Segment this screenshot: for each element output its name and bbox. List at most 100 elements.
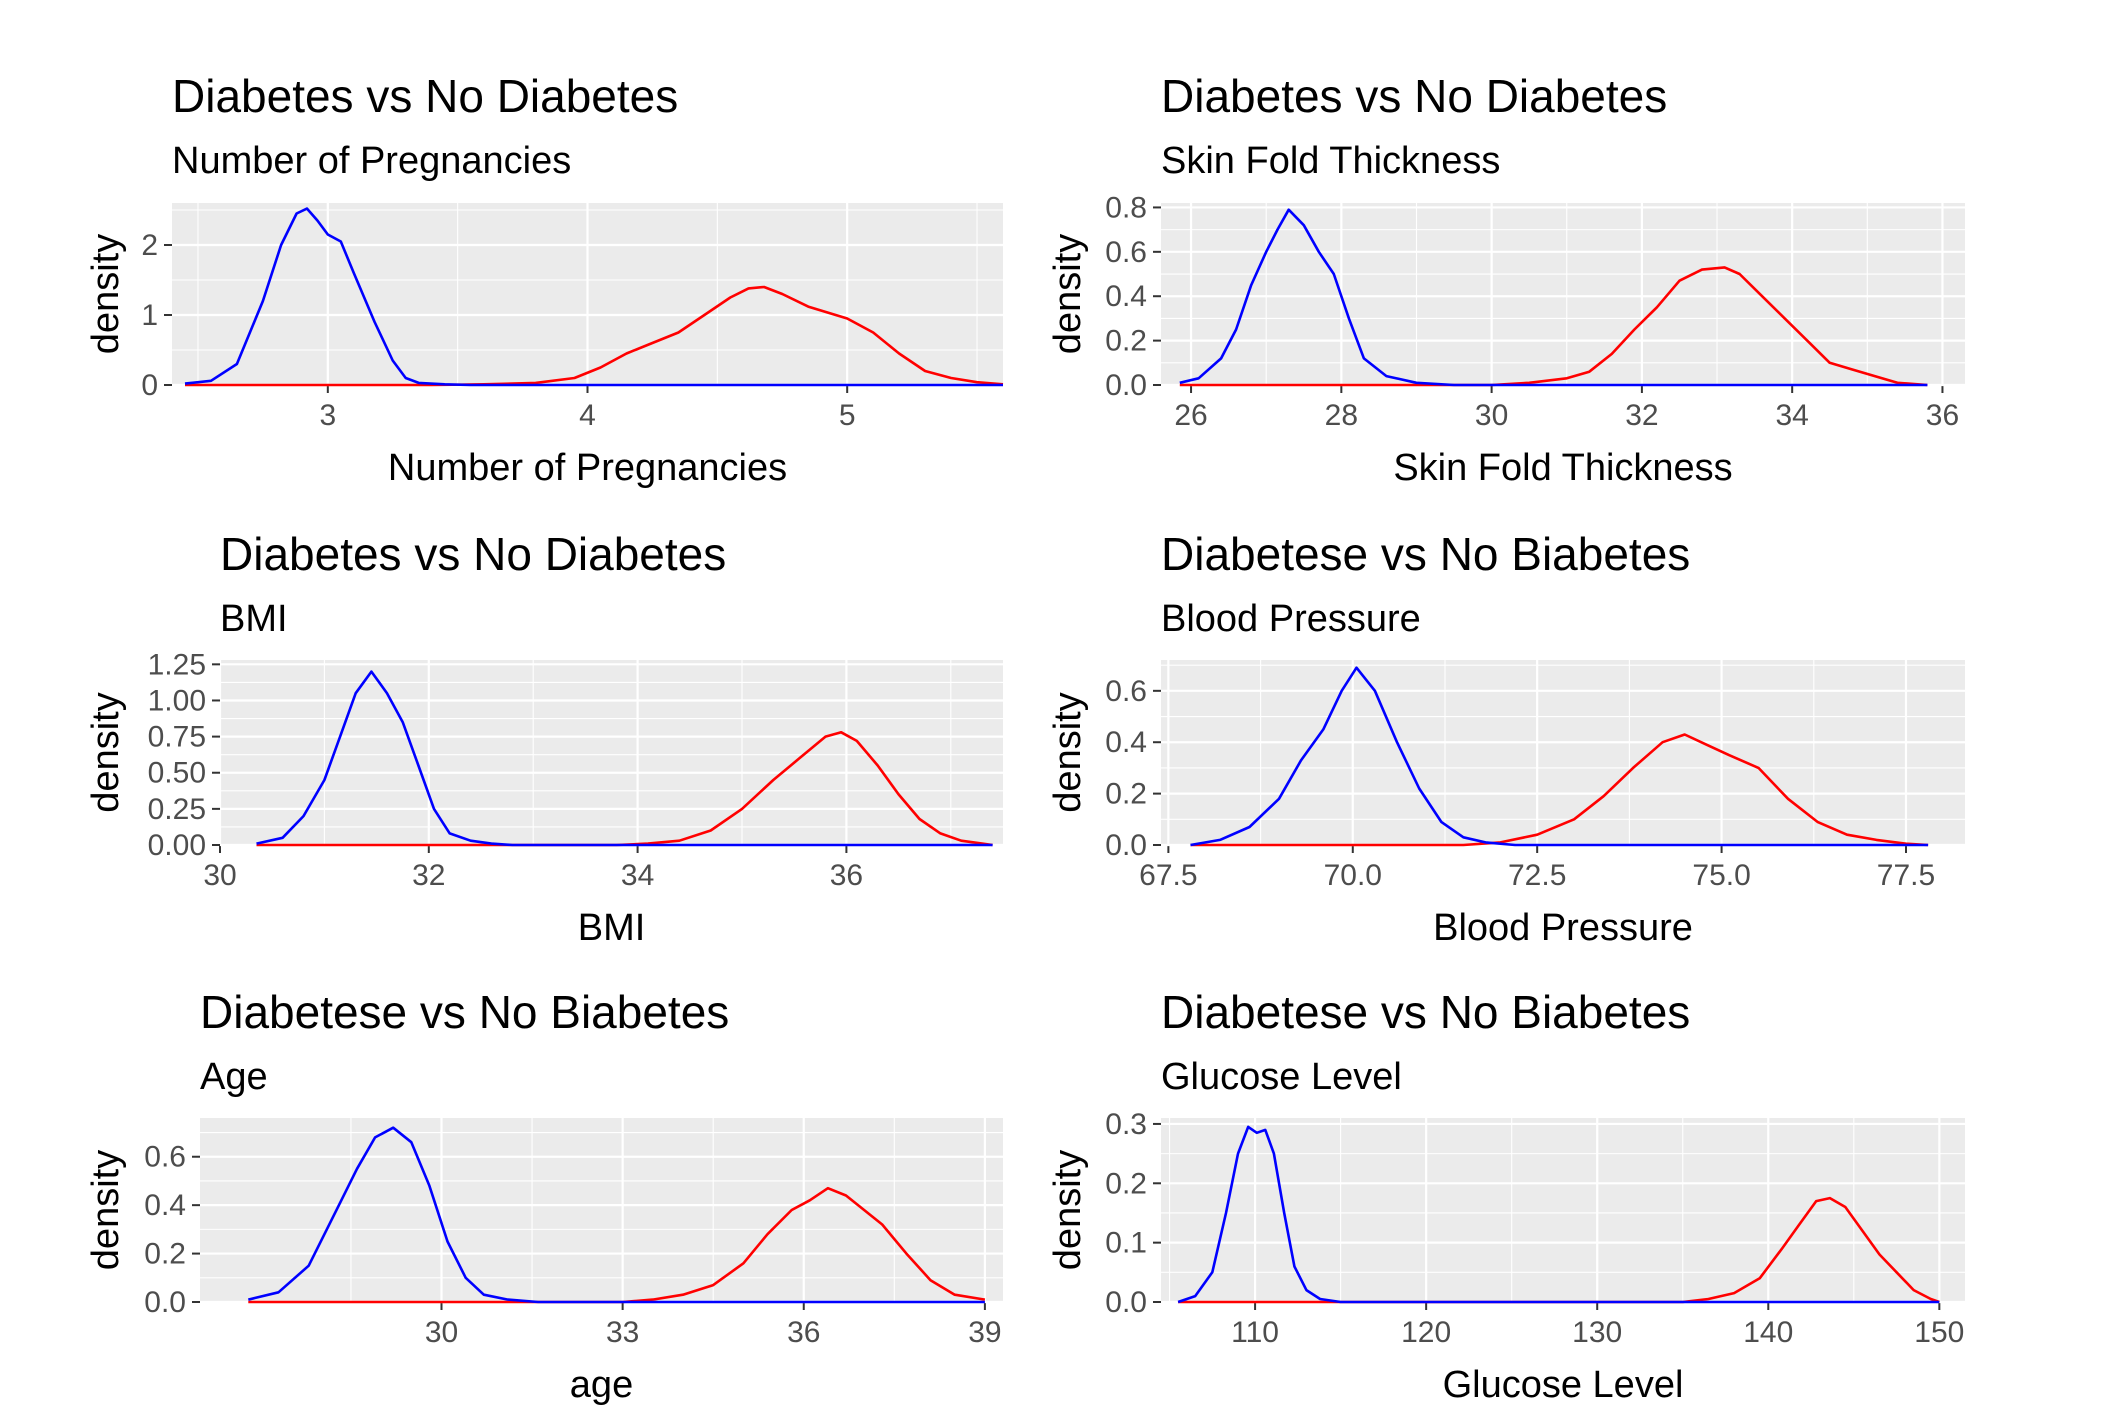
plot-subtitle: Number of Pregnancies — [172, 140, 571, 182]
x-tick-label: 26 — [1174, 399, 1207, 432]
y-axis-title: density — [1047, 1150, 1089, 1270]
y-tick-label: 0.4 — [1105, 726, 1147, 759]
y-tick-label: 0.00 — [148, 829, 206, 862]
y-tick-label: 0.6 — [1105, 675, 1147, 708]
x-tick-label: 32 — [1625, 399, 1658, 432]
x-tick-label: 39 — [968, 1316, 1001, 1349]
diabetes-density-line — [1178, 1196, 1940, 1304]
density-plot-5: Diabetese vs No Biabetes Age 30 33 36 39 0.0 0.… — [85, 986, 1003, 1406]
density-plot-2: Diabetes vs No Diabetes Skin Fold Thickne… — [1047, 70, 1965, 489]
y-tick-label: 0.25 — [148, 793, 206, 826]
y-tick-label: 0.4 — [144, 1189, 186, 1222]
density-plot-6: Diabetese vs No Biabetes Glucose Level 110… — [1047, 986, 1965, 1406]
y-tick-label: 0.8 — [1105, 191, 1147, 224]
y-tick-label: 1 — [141, 299, 158, 332]
y-tick-label: 0 — [141, 369, 158, 402]
y-tick-label: 0.1 — [1105, 1227, 1147, 1260]
x-tick-label: 34 — [1775, 399, 1808, 432]
plot-title: Diabetes vs No Diabetes — [172, 70, 678, 122]
y-axis-title: density — [1047, 234, 1089, 354]
x-tick-label: 120 — [1401, 1316, 1451, 1349]
plot-subtitle: Glucose Level — [1161, 1056, 1402, 1098]
x-tick-label: 36 — [1926, 399, 1959, 432]
plot-subtitle: Skin Fold Thickness — [1161, 140, 1500, 182]
no-diabetes-density-line — [247, 1126, 985, 1304]
x-tick-label: 36 — [787, 1316, 820, 1349]
y-tick-label: 0.3 — [1105, 1108, 1147, 1141]
no-diabetes-density-line — [1177, 1125, 1940, 1304]
y-axis-title: density — [85, 692, 127, 812]
x-axis-title: BMI — [578, 907, 646, 949]
x-tick-label: 4 — [579, 399, 596, 432]
plot-panel — [200, 1118, 1003, 1302]
y-tick-label: 1.25 — [148, 648, 206, 681]
x-tick-label: 67.5 — [1139, 859, 1197, 892]
x-tick-label: 5 — [839, 399, 856, 432]
y-tick-label: 0.2 — [144, 1238, 186, 1271]
diabetes-density-line — [256, 730, 993, 847]
plot-title: Diabetese vs No Biabetes — [1161, 528, 1690, 580]
y-tick-label: 0.2 — [1105, 778, 1147, 811]
x-axis-title: Glucose Level — [1443, 1364, 1684, 1406]
diabetes-density-line — [248, 1186, 986, 1304]
y-tick-label: 0.0 — [1105, 1286, 1147, 1319]
x-tick-label: 110 — [1231, 1316, 1279, 1349]
diabetes-density-line — [185, 285, 1004, 387]
diabetes-density-line — [1190, 733, 1929, 847]
x-tick-label: 36 — [830, 859, 863, 892]
y-tick-label: 0.0 — [1105, 369, 1147, 402]
x-tick-label: 33 — [606, 1316, 639, 1349]
x-tick-label: 140 — [1743, 1316, 1793, 1349]
y-tick-label: 0.6 — [144, 1141, 186, 1174]
no-diabetes-density-line — [184, 207, 1003, 387]
y-tick-label: 0.2 — [1105, 325, 1147, 358]
plot-subtitle: Age — [200, 1056, 268, 1098]
x-tick-label: 28 — [1325, 399, 1358, 432]
x-tick-label: 30 — [425, 1316, 458, 1349]
plot-panel — [220, 660, 1003, 845]
plot-title: Diabetese vs No Biabetes — [200, 986, 729, 1038]
y-tick-label: 0.6 — [1105, 236, 1147, 269]
y-axis-title: density — [85, 234, 127, 354]
y-axis-title: density — [85, 1150, 127, 1270]
plot-subtitle: BMI — [220, 598, 288, 640]
y-tick-label: 1.00 — [148, 684, 206, 717]
no-diabetes-density-line — [1179, 208, 1928, 387]
plot-panel — [1161, 203, 1965, 385]
no-diabetes-density-line — [1190, 666, 1929, 847]
y-tick-label: 0.0 — [1105, 829, 1147, 862]
density-plot-1: Diabetes vs No Diabetes Number of Pregnan… — [85, 70, 1004, 489]
x-tick-label: 30 — [1475, 399, 1508, 432]
plot-title: Diabetes vs No Diabetes — [220, 528, 726, 580]
x-axis-title: Number of Pregnancies — [388, 447, 787, 489]
x-axis-title: Skin Fold Thickness — [1393, 447, 1732, 489]
plot-subtitle: Blood Pressure — [1161, 598, 1421, 640]
y-axis-title: density — [1047, 692, 1089, 812]
x-tick-label: 75.0 — [1692, 859, 1750, 892]
x-tick-label: 150 — [1914, 1316, 1964, 1349]
y-tick-label: 0.50 — [148, 757, 206, 790]
x-tick-label: 77.5 — [1877, 859, 1935, 892]
density-plot-4: Diabetese vs No Biabetes Blood Pressure 67… — [1047, 528, 1965, 949]
plot-panel — [1161, 660, 1965, 845]
diabetes-density-line — [1179, 266, 1928, 387]
x-tick-label: 70.0 — [1324, 859, 1382, 892]
y-tick-label: 0.2 — [1105, 1167, 1147, 1200]
x-tick-label: 30 — [203, 859, 236, 892]
x-tick-label: 32 — [412, 859, 445, 892]
y-tick-label: 0.0 — [144, 1286, 186, 1319]
y-tick-label: 0.4 — [1105, 280, 1147, 313]
no-diabetes-density-line — [256, 670, 993, 847]
x-tick-label: 72.5 — [1508, 859, 1566, 892]
y-tick-label: 0.75 — [148, 721, 206, 754]
x-tick-label: 3 — [319, 399, 336, 432]
x-axis-title: age — [570, 1364, 633, 1406]
plot-title: Diabetese vs No Biabetes — [1161, 986, 1690, 1038]
x-axis-title: Blood Pressure — [1433, 907, 1693, 949]
plot-title: Diabetes vs No Diabetes — [1161, 70, 1667, 122]
y-tick-label: 2 — [141, 229, 158, 262]
x-tick-label: 130 — [1572, 1316, 1622, 1349]
x-tick-label: 34 — [621, 859, 654, 892]
